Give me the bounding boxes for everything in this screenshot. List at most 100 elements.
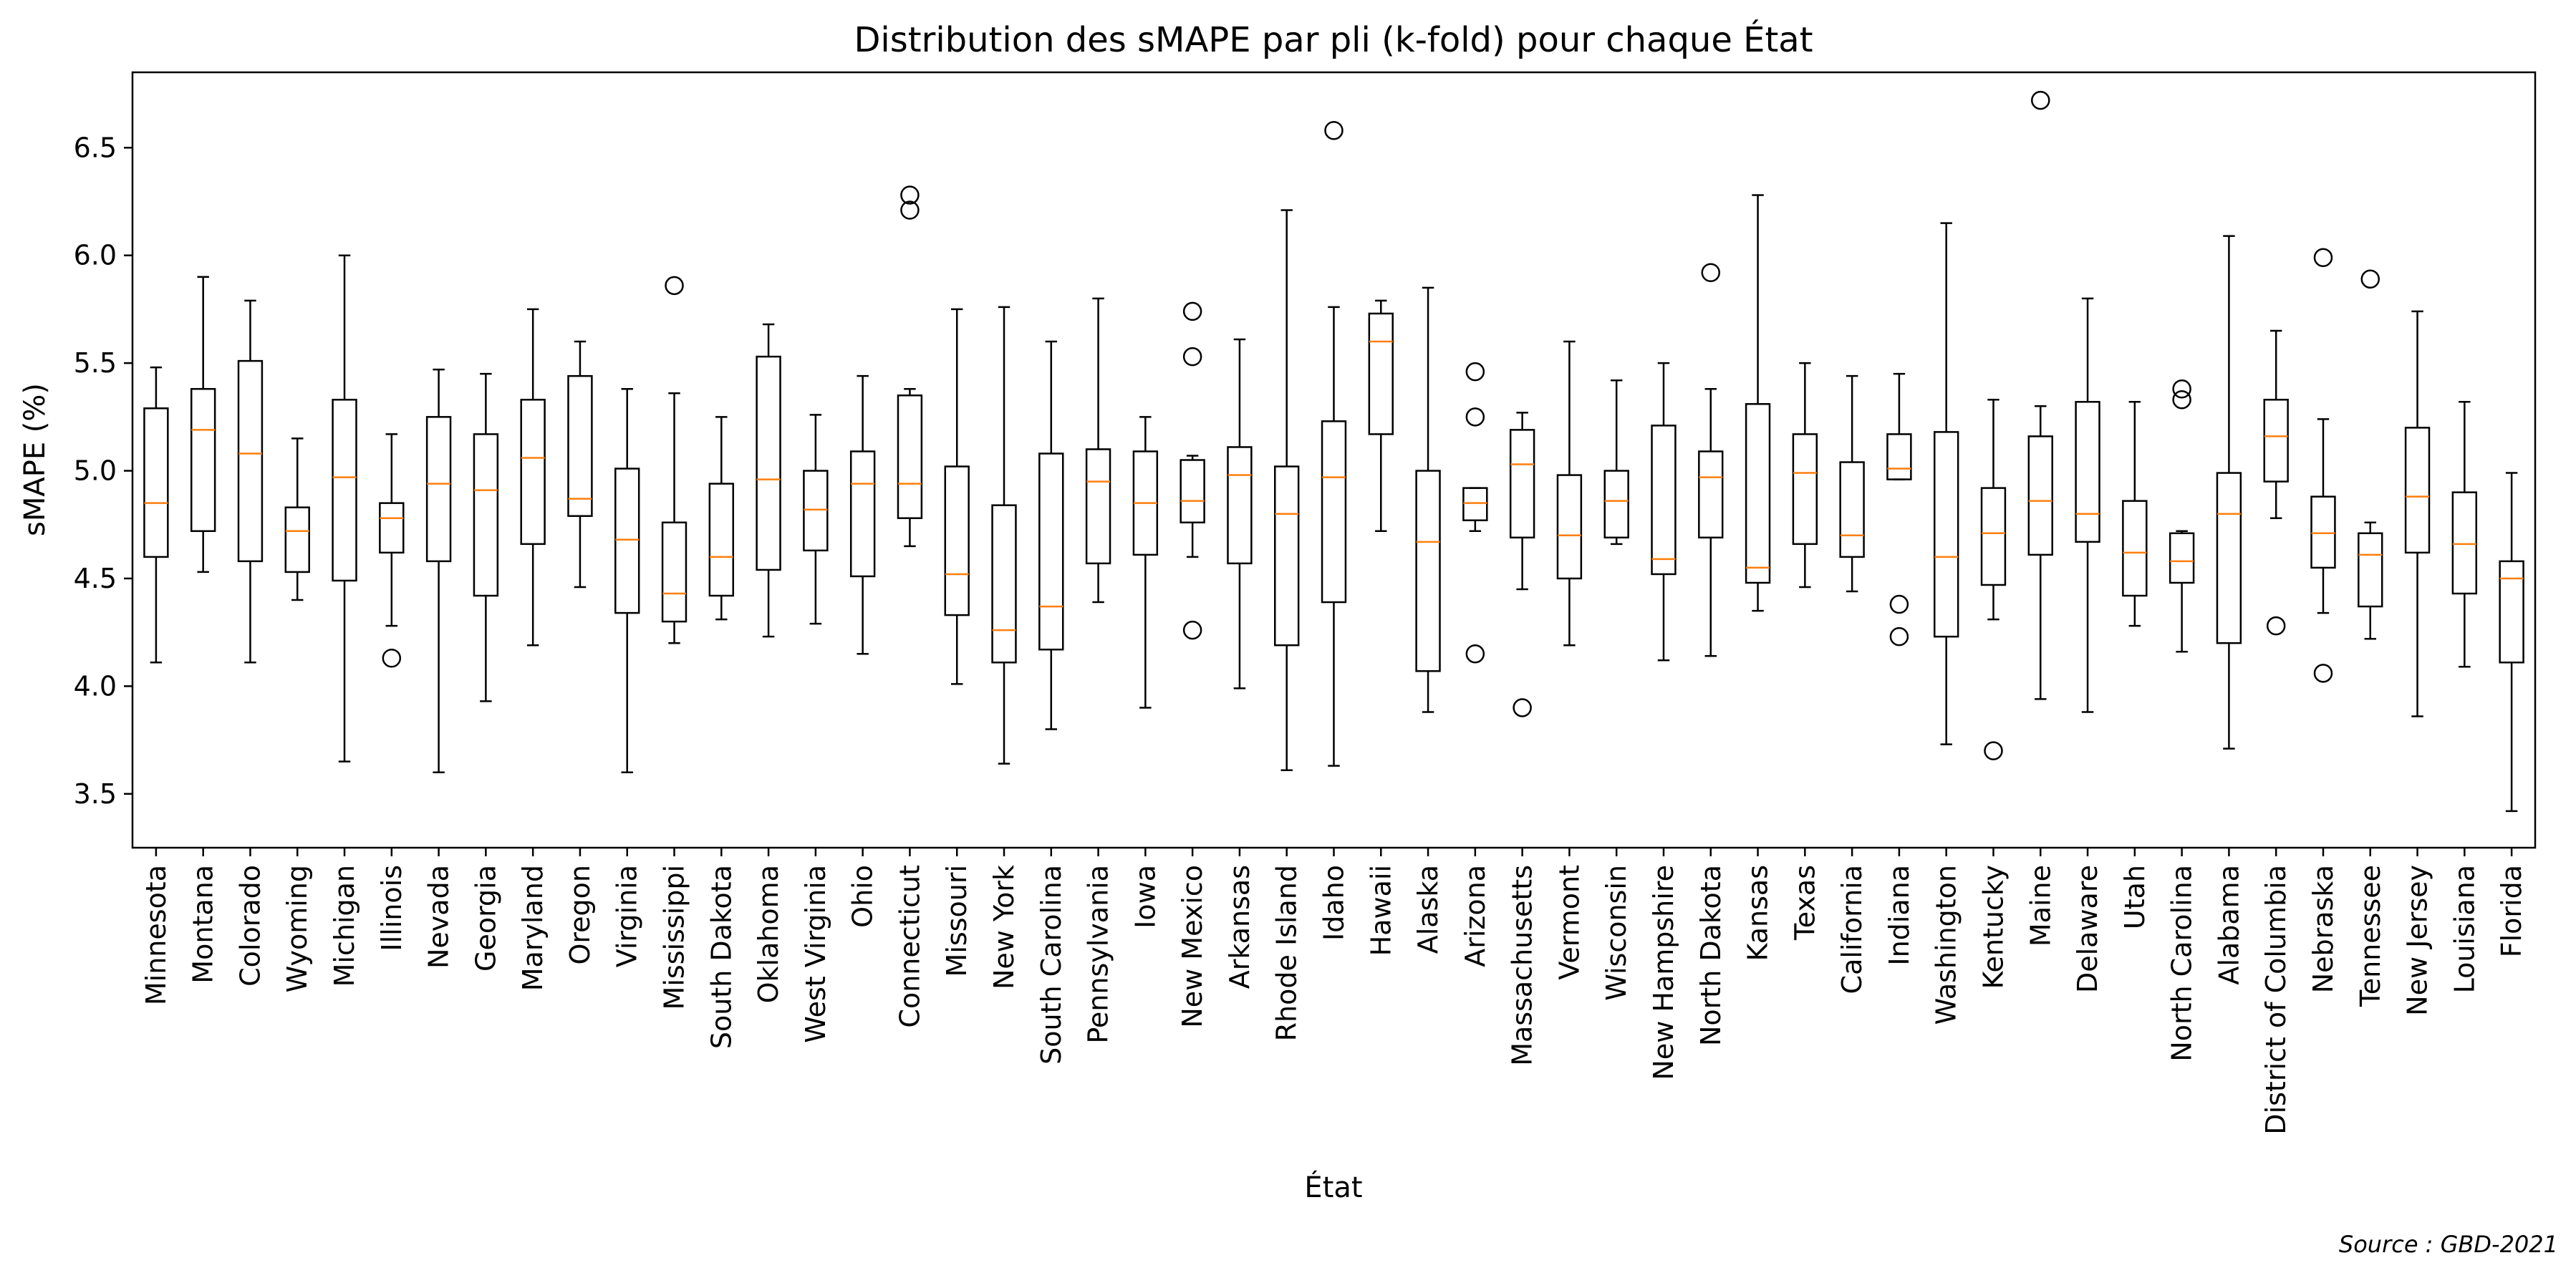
box-group [190,276,216,573]
box [2404,427,2431,554]
box-group [1368,299,1394,533]
x-tick-label: Minnesota [140,865,172,1005]
box-group [1651,362,1677,662]
box-group [1886,372,1912,647]
outlier-point [1465,407,1485,427]
box-group [2216,235,2242,750]
box [991,504,1017,664]
x-tick-label: Colorado [234,865,266,987]
outlier-point [2172,379,2191,399]
x-tick-label: Georgia [470,865,501,972]
x-tick-label: Indiana [1883,865,1915,966]
box [1038,452,1064,651]
box [143,407,169,558]
box-group [849,374,876,655]
box-group [1321,120,1347,767]
x-tick-label: Arizona [1460,865,1491,967]
x-tick-label: Oklahoma [753,865,784,1003]
y-axis-label: sMAPE (%) [19,383,52,536]
box-group [1745,194,1771,612]
x-tick-label: Washington [1931,865,1962,1025]
x-tick-label: Alabama [2213,865,2244,985]
box-group [897,185,923,548]
box [661,521,688,623]
x-tick-label: Rhode Island [1271,865,1303,1041]
box-group [2451,401,2478,668]
x-tick-label: Delaware [2072,865,2103,993]
box [567,374,593,517]
box-group [332,254,357,763]
box-group [1462,362,1488,664]
box-group [2027,90,2053,700]
x-tick-label: Oregon [564,865,596,965]
box-group [425,368,452,773]
x-tick-label: North Dakota [1695,865,1727,1046]
x-tick-label: Ohio [847,865,879,928]
box-group [2358,269,2383,640]
x-tick-label: Pennsylvania [1083,865,1114,1044]
box-group [1792,362,1818,589]
x-tick-label: Kentucky [1977,865,2009,989]
box-group [143,366,169,664]
x-tick-label: Louisiana [2449,865,2480,993]
x-tick-label: Tennessee [2355,865,2386,1007]
box [1934,431,1959,638]
x-tick-label: North Carolina [2166,865,2198,1062]
box [379,502,405,554]
x-tick-label: Massachusetts [1507,865,1538,1066]
x-tick-label: Alaska [1412,865,1444,954]
box-group [756,323,781,638]
outlier-point [2313,664,2333,683]
box [332,399,357,582]
outlier-point [665,276,684,296]
box [1368,312,1394,435]
box-group [1180,301,1205,640]
box [2263,399,2289,483]
outlier-point [1701,263,1721,283]
x-tick-label: Mississippi [659,865,690,1010]
outlier-point [1889,626,1909,647]
box-group [567,340,593,589]
box-group [473,372,499,702]
box-group [1934,222,1959,745]
box-group [1698,263,1724,657]
outlier-point [1513,698,1532,717]
outlier-point [1889,594,1909,614]
box-group [2263,329,2289,636]
box-group [708,416,735,621]
x-axis-label: État [1304,1170,1362,1204]
outlier-point [1324,120,1344,140]
x-tick-label: Florida [2496,865,2527,957]
x-tick-label: California [1836,865,1868,994]
box-group [614,387,640,773]
x-tick-label: Montana [188,865,219,984]
box-group [1509,412,1535,717]
x-tick-label: South Dakota [705,865,737,1049]
box [897,394,923,519]
box [1698,450,1724,539]
box [2499,560,2524,664]
x-tick-label: West Virginia [800,865,831,1043]
outlier-point [1984,741,2003,760]
y-tick-label: 4.5 [74,563,117,594]
x-tick-label: Hawaii [1365,865,1396,956]
box [425,416,452,563]
x-tick-label: New York [988,865,1020,989]
box-group [520,308,546,647]
box [1792,433,1818,546]
box [849,450,876,578]
box [756,355,781,571]
x-tick-label: District of Columbia [2260,865,2292,1135]
chart-title: Distribution des sMAPE par pli (k-fold) … [854,19,1813,60]
outlier-point [2031,90,2050,110]
y-axis: 3.5 4.0 4.5 5.0 5.5 6.0 6.5 [74,132,132,810]
box-group [379,433,405,668]
box [614,468,640,614]
outlier-point [2172,390,2191,410]
box [237,359,264,563]
box-group [803,414,829,625]
x-tick-label: Nebraska [2307,865,2339,993]
y-tick-label: 5.0 [74,455,117,487]
box [284,506,310,573]
y-tick-label: 3.5 [74,778,117,810]
